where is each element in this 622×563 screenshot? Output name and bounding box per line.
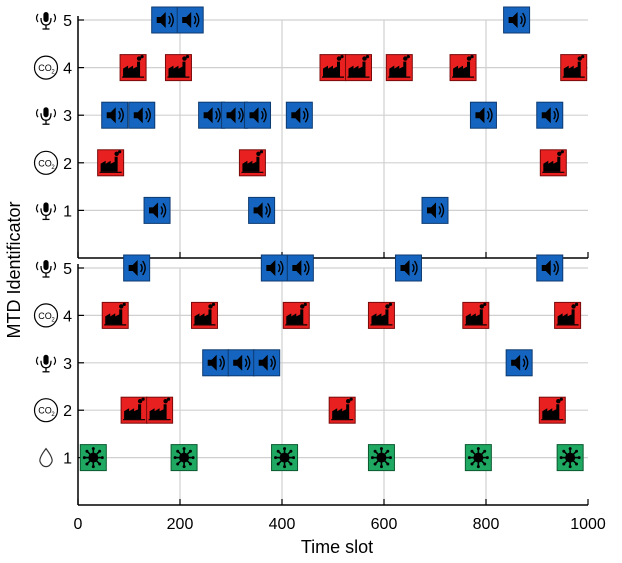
factory-marker [146,396,174,424]
speaker-marker [260,254,288,282]
svg-text:CO: CO [38,311,52,321]
virus-marker [556,444,584,472]
y-tick-label: 3 [63,356,72,373]
factory-marker [190,301,218,329]
co2-icon: CO 2 [33,398,59,423]
y-tick-label: 4 [63,308,72,325]
factory-marker [554,301,582,329]
y-tick-label: 3 [63,108,72,125]
svg-text:2: 2 [51,70,55,76]
microphone-icon [35,260,57,278]
y-tick-label: 4 [63,61,72,78]
speaker-marker [536,101,564,129]
speaker-marker [221,101,249,129]
x-axis-title: Time slot [301,537,373,557]
microphone-icon [35,354,57,373]
co2-icon: CO 2 [33,55,59,80]
co2-icon: CO 2 [33,150,59,175]
speaker-marker [394,254,422,282]
virus-marker [79,444,107,472]
y-tick-label: 1 [63,203,72,220]
factory-marker [539,149,567,177]
speaker-marker [176,6,204,34]
speaker-marker [143,196,171,224]
y-tick-label: 5 [63,13,72,30]
y-tick-label: 2 [63,403,72,420]
factory-marker [449,54,477,82]
factory-marker [319,54,347,82]
speaker-marker [536,254,564,282]
speaker-marker [469,101,497,129]
microphone-icon [35,202,57,221]
y-tick-label: 5 [63,261,72,278]
svg-text:CO: CO [38,406,52,416]
speaker-marker [128,101,156,129]
speaker-marker [505,349,533,377]
factory-marker [328,396,356,424]
factory-marker [367,301,395,329]
speaker-marker [202,349,230,377]
x-tick-label: 200 [167,516,194,533]
virus-marker [464,444,492,472]
factory-marker [462,301,490,329]
y-tick-label: 1 [63,451,72,468]
speaker-marker [248,196,276,224]
factory-marker [119,54,147,82]
svg-text:2: 2 [51,165,55,171]
factory-marker [345,54,372,82]
x-tick-label: 400 [269,516,296,533]
x-tick-label: 0 [74,516,83,533]
y-tick-label: 2 [63,156,72,173]
speaker-marker [253,349,281,377]
svg-text:2: 2 [51,317,55,323]
y-axis-title: MTD Identificator [4,201,24,338]
x-tick-label: 800 [473,516,500,533]
co2-icon: CO 2 [33,303,59,328]
factory-marker [97,149,125,177]
svg-text:CO: CO [38,158,52,168]
speaker-marker [151,6,179,34]
speaker-marker [227,349,255,377]
factory-marker [560,54,588,82]
factory-marker [238,149,266,177]
factory-marker [101,301,129,329]
svg-text:2: 2 [51,412,55,418]
microphone-icon [35,107,57,125]
svg-text:CO: CO [38,63,52,73]
speaker-marker [244,101,272,129]
speaker-marker [286,254,314,282]
factory-marker [282,301,310,329]
speaker-marker [503,6,531,34]
speaker-marker [198,101,226,129]
virus-marker [271,444,299,472]
x-tick-label: 1000 [570,516,606,533]
speaker-marker [101,101,129,129]
speaker-marker [123,254,151,282]
virus-marker [170,444,198,472]
factory-marker [164,54,192,82]
factory-marker [120,396,148,424]
water-drop-icon [39,447,53,468]
virus-marker [367,444,395,472]
speaker-marker [421,196,449,224]
factory-marker [385,54,413,82]
factory-marker [538,396,566,424]
microphone-icon [35,12,57,30]
x-tick-label: 600 [371,516,398,533]
speaker-marker [285,101,313,129]
